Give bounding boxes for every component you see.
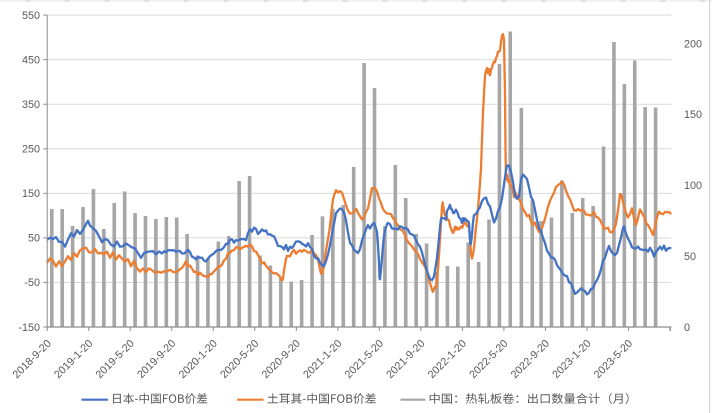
svg-text:0: 0 <box>684 322 690 334</box>
svg-text:450: 450 <box>22 54 40 66</box>
svg-text:-150: -150 <box>18 322 40 334</box>
svg-text:-50: -50 <box>24 277 40 289</box>
svg-text:200: 200 <box>684 38 702 50</box>
svg-text:350: 350 <box>22 99 40 111</box>
svg-text:100: 100 <box>684 180 702 192</box>
svg-text:50: 50 <box>684 251 696 263</box>
svg-text:150: 150 <box>684 109 702 121</box>
svg-text:250: 250 <box>22 144 40 156</box>
svg-text:550: 550 <box>22 10 40 22</box>
svg-text:150: 150 <box>22 188 40 200</box>
svg-text:50: 50 <box>28 233 40 245</box>
